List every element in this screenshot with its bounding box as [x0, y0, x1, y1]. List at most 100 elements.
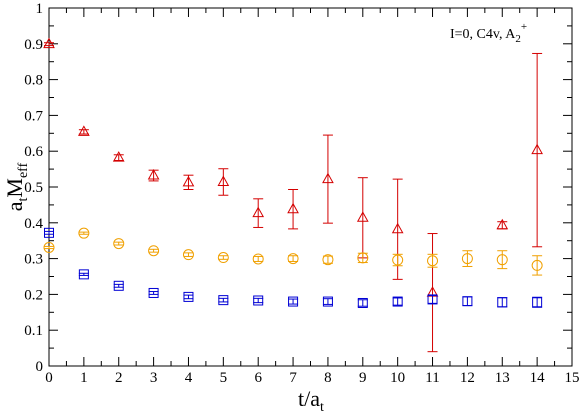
triangle-marker	[112, 151, 125, 162]
channel-annotation: I=0, C4v, A2+	[450, 21, 527, 45]
circle-marker	[392, 254, 404, 266]
triangle-point	[112, 151, 125, 162]
square-point	[183, 291, 194, 302]
square-point	[497, 297, 508, 308]
triangle-marker	[496, 218, 509, 230]
triangle-point	[322, 134, 334, 224]
y-axis-title: atMeff	[2, 162, 31, 211]
triangle-point	[531, 52, 543, 248]
x-tick-label: 9	[359, 370, 367, 386]
plot-frame	[48, 7, 573, 367]
square-marker	[392, 296, 403, 307]
x-tick-label: 6	[254, 370, 262, 386]
x-tick-label: 11	[425, 370, 439, 386]
x-axis-title: t/at	[298, 386, 324, 415]
square-point	[253, 295, 264, 306]
square-marker	[532, 297, 543, 308]
square-point	[44, 227, 54, 238]
x-tick-label: 5	[220, 370, 228, 386]
x-tick-label: 12	[460, 370, 475, 386]
triangle-marker	[217, 175, 230, 186]
y-axis-title-m-sub: eff	[16, 162, 31, 178]
circle-marker	[78, 227, 90, 239]
triangle-point	[182, 174, 195, 191]
triangle-point	[147, 169, 160, 182]
y-tick-label: 0.2	[24, 287, 43, 303]
y-tick-label: 0.4	[24, 216, 43, 232]
data-marks	[43, 37, 543, 353]
triangle-point	[287, 189, 299, 230]
triangle-marker	[43, 37, 55, 49]
triangle-marker	[391, 222, 404, 234]
circle-marker	[496, 254, 508, 266]
circle-point	[461, 250, 473, 267]
annotation-sub: 2	[515, 33, 521, 45]
square-marker	[462, 296, 473, 307]
square-marker	[497, 297, 508, 308]
circle-marker	[357, 252, 369, 264]
circle-marker	[43, 242, 55, 254]
square-point	[288, 296, 299, 307]
square-point	[78, 269, 89, 280]
square-point	[462, 296, 473, 307]
axis-tick-labels: 0 1 2 3 4 5 6 7 8 9 10 11 12 13 14 1500.10.20.30.40.50.…	[24, 1, 579, 386]
y-tick-label: 1	[36, 1, 44, 17]
circle-point	[148, 245, 160, 257]
x-tick-label: 1	[80, 370, 88, 386]
axis-ticks	[48, 7, 573, 367]
triangle-marker	[531, 143, 543, 155]
triangle-marker	[252, 206, 265, 218]
square-marker	[357, 297, 368, 308]
square-marker	[183, 291, 194, 302]
square-marker	[253, 295, 264, 306]
y-tick-label: 0.5	[24, 180, 43, 196]
x-tick-label: 7	[289, 370, 297, 386]
y-tick-label: 0.6	[24, 144, 43, 160]
square-point	[532, 296, 543, 308]
triangle-point	[43, 37, 55, 49]
circle-point	[322, 254, 334, 266]
circle-point	[392, 253, 404, 267]
circle-marker	[113, 238, 125, 250]
square-marker	[78, 269, 89, 280]
circle-marker	[217, 252, 229, 264]
circle-marker	[322, 254, 334, 266]
circle-point	[113, 238, 125, 250]
circle-point	[78, 227, 90, 239]
triangle-point	[356, 177, 369, 259]
circle-point	[357, 252, 369, 264]
circle-point	[427, 253, 439, 268]
y-axis-title-a-sub: t	[16, 197, 31, 201]
y-tick-label: 0	[36, 359, 44, 375]
y-axis-title-a: a	[2, 201, 27, 211]
circle-point	[182, 249, 194, 261]
x-tick-label: 0	[45, 370, 53, 386]
square-point	[148, 287, 159, 298]
circle-marker	[252, 253, 264, 265]
y-tick-label: 0.1	[24, 323, 43, 339]
x-tick-label: 10	[390, 370, 405, 386]
circle-marker	[148, 245, 160, 257]
circle-point	[287, 253, 299, 265]
triangle-point	[217, 168, 230, 196]
triangle-point	[78, 125, 90, 136]
triangle-marker	[182, 175, 195, 187]
x-tick-label: 3	[150, 370, 158, 386]
triangle-marker	[78, 125, 90, 136]
triangle-marker	[287, 202, 299, 214]
square-marker	[113, 280, 124, 291]
circle-marker	[427, 255, 439, 267]
circle-marker	[531, 259, 543, 271]
square-marker	[218, 295, 229, 306]
triangle-point	[496, 218, 509, 230]
square-point	[357, 297, 368, 308]
circle-point	[252, 253, 264, 265]
circle-point	[531, 255, 543, 276]
x-axis-title-sub: t	[320, 400, 324, 415]
square-marker	[288, 296, 299, 307]
square-marker	[44, 227, 54, 238]
triangle-marker	[356, 211, 369, 222]
square-marker	[148, 287, 159, 298]
y-tick-label: 0.3	[24, 252, 43, 268]
